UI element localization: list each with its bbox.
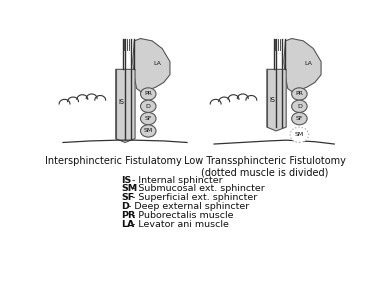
Text: IS: IS xyxy=(269,97,275,103)
Text: D: D xyxy=(121,202,129,211)
Text: - Puborectalis muscle: - Puborectalis muscle xyxy=(129,211,233,220)
Text: PR: PR xyxy=(121,211,135,220)
Polygon shape xyxy=(116,69,135,142)
Ellipse shape xyxy=(291,112,307,125)
Polygon shape xyxy=(284,38,321,92)
Text: LA: LA xyxy=(305,62,313,66)
Text: PR: PR xyxy=(295,92,303,97)
Text: D: D xyxy=(297,104,302,109)
Polygon shape xyxy=(133,38,170,92)
Text: IS: IS xyxy=(118,99,124,105)
Text: - Submucosal ext. sphincter: - Submucosal ext. sphincter xyxy=(129,184,264,193)
Text: LA: LA xyxy=(121,220,135,229)
Text: D: D xyxy=(146,104,151,109)
Ellipse shape xyxy=(291,100,307,112)
Ellipse shape xyxy=(291,88,307,100)
Text: - Deep external sphincter: - Deep external sphincter xyxy=(125,202,249,211)
Ellipse shape xyxy=(141,125,156,137)
Text: SM: SM xyxy=(121,184,138,193)
Text: LA: LA xyxy=(154,62,162,66)
Text: SF: SF xyxy=(144,116,152,121)
Text: SM: SM xyxy=(144,128,153,134)
Text: - Superficial ext. sphincter: - Superficial ext. sphincter xyxy=(129,193,257,202)
Text: - Internal sphincter: - Internal sphincter xyxy=(129,176,223,185)
Text: Intersphincteric Fistulatomy: Intersphincteric Fistulatomy xyxy=(45,156,182,166)
Text: IS: IS xyxy=(121,176,131,185)
Ellipse shape xyxy=(141,88,156,100)
Text: - Levator ani muscle: - Levator ani muscle xyxy=(129,220,229,229)
Text: SM: SM xyxy=(295,132,304,137)
Text: Low Transsphincteric Fistulotomy
(dotted muscle is divided): Low Transsphincteric Fistulotomy (dotted… xyxy=(184,156,345,178)
Text: PR: PR xyxy=(144,92,152,97)
Text: SF: SF xyxy=(121,193,135,202)
Ellipse shape xyxy=(141,100,156,112)
Ellipse shape xyxy=(141,112,156,125)
Text: SF: SF xyxy=(296,116,303,121)
Ellipse shape xyxy=(290,127,309,142)
Polygon shape xyxy=(267,69,286,131)
